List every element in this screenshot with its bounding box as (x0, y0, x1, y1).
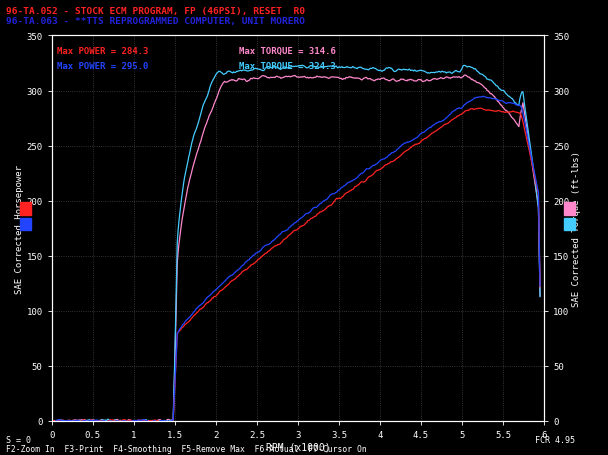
Text: F2-Zoom In  F3-Print  F4-Smoothing  F5-Remove Max  F6-Actual  F7-Cursor On: F2-Zoom In F3-Print F4-Smoothing F5-Remo… (6, 444, 367, 453)
X-axis label: RPM (x1000): RPM (x1000) (266, 442, 330, 452)
Y-axis label: SAE Corrected Torque (ft-lbs): SAE Corrected Torque (ft-lbs) (572, 151, 581, 306)
Text: S = 0: S = 0 (6, 435, 31, 444)
Text: FCR 4.95: FCR 4.95 (535, 435, 575, 444)
Text: Max POWER = 295.0: Max POWER = 295.0 (57, 62, 148, 71)
Bar (564, 203, 575, 215)
Bar (19, 218, 30, 231)
Text: Max TORQUE = 314.6: Max TORQUE = 314.6 (239, 47, 336, 56)
Text: 96-TA.052 - STOCK ECM PROGRAM, FP (46PSI), RESET  R0: 96-TA.052 - STOCK ECM PROGRAM, FP (46PSI… (6, 7, 305, 16)
Bar (19, 203, 30, 215)
Text: 96-TA.063 - **TTS REPROGRAMMED COMPUTER, UNIT MORERO: 96-TA.063 - **TTS REPROGRAMMED COMPUTER,… (6, 17, 305, 26)
Text: Max POWER = 284.3: Max POWER = 284.3 (57, 47, 148, 56)
Text: Max TORQUE = 324.3: Max TORQUE = 324.3 (239, 62, 336, 71)
Bar (564, 218, 575, 231)
Y-axis label: SAE Corrected Horsepower: SAE Corrected Horsepower (15, 164, 24, 293)
